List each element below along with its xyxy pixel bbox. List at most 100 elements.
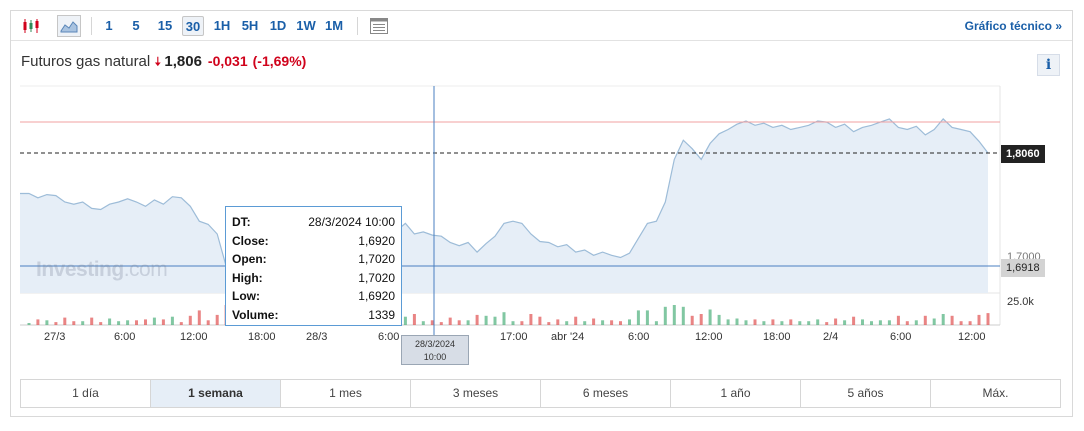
volume-bar [726,319,730,325]
crosshair-price-label: 1,6918 [1001,259,1045,277]
volume-bar [412,314,416,325]
volume-bar [81,321,85,325]
volume-bar [816,319,820,325]
volume-bar [968,321,972,325]
volume-bar [896,315,900,325]
x-tick: 18:00 [763,331,791,343]
watermark-main: Investing [36,258,124,281]
x-tick: 2/4 [823,331,839,343]
volume-bar [672,305,676,325]
volume-bars [27,305,990,325]
period-1-month[interactable]: 1 mes [280,380,410,407]
x-tick: abr '24 [551,331,585,343]
period-selector: 1 día 1 semana 1 mes 3 meses 6 meses 1 a… [20,379,1061,408]
volume-bar [807,321,811,325]
interval-30[interactable]: 30 [182,16,204,36]
crosshair-date: 28/3/2024 [414,339,456,349]
volume-bar [843,320,847,325]
volume-bar [520,321,524,325]
info-button[interactable]: i [1037,54,1060,76]
volume-bar [619,321,622,325]
volume-bar [601,320,605,325]
volume-bar [941,314,945,325]
investing-watermark: Investing.com [36,258,168,282]
price-change-percent: (-1,69%) [252,53,307,69]
interval-1h[interactable]: 1H [213,18,231,33]
volume-bar [950,315,954,325]
period-1-day[interactable]: 1 día [72,386,99,400]
volume-bar [45,320,49,325]
volume-bar [887,320,891,325]
technical-chart-link[interactable]: Gráfico técnico » [964,19,1062,33]
volume-bar [717,314,721,325]
volume-bar [547,322,551,325]
crosshair-date-label: 28/3/2024 10:00 [401,335,469,365]
interval-5[interactable]: 5 [132,18,140,33]
volume-bar [179,322,183,325]
interval-15[interactable]: 15 [157,18,173,33]
volume-bar [135,320,138,325]
volume-bar [753,319,757,325]
candlestick-icon[interactable] [21,15,41,37]
period-3-months[interactable]: 3 meses [410,380,540,407]
volume-bar [529,314,533,325]
crosshair-time: 10:00 [423,352,447,362]
toolbar-divider [91,17,92,35]
volume-bar [636,310,640,325]
table-view-icon[interactable] [368,15,390,37]
tooltip-row: Low: 1,6920 [232,287,395,306]
volume-bar [556,319,560,325]
volume-bar [27,323,31,325]
period-6-months[interactable]: 6 meses [540,380,670,407]
down-arrow-icon: 🠇 [154,54,162,69]
volume-bar [762,321,766,325]
tooltip-value: 1339 [368,307,395,322]
volume-bar [448,317,452,325]
x-tick: 6:00 [378,331,400,343]
volume-bar [735,318,739,325]
volume-bar [421,321,425,325]
period-1-year[interactable]: 1 año [670,380,800,407]
volume-bar [977,314,981,325]
volume-bar [798,321,802,325]
last-price: 1,806 [164,53,202,70]
interval-5h[interactable]: 5H [241,18,259,33]
volume-bar [771,319,775,325]
volume-bar [108,318,112,325]
volume-bar [502,312,506,325]
volume-bar [63,317,67,325]
interval-1w[interactable]: 1W [296,18,316,33]
interval-1d[interactable]: 1D [269,18,287,33]
x-tick: 12:00 [958,331,986,343]
volume-bar [90,317,94,325]
period-max[interactable]: Máx. [930,380,1060,407]
volume-bar [511,321,515,325]
tooltip-label: DT: [232,215,251,229]
price-change: -0,031 [207,53,248,69]
x-tick: 12:00 [180,331,208,343]
volume-bar [565,321,569,325]
volume-bar [834,318,838,325]
volume-bar [144,319,147,325]
volume-bar [861,319,864,325]
x-tick: 27/3 [44,331,66,343]
toolbar-divider [357,17,358,35]
volume-bar [574,316,578,325]
volume-bar [475,314,479,325]
period-5-years[interactable]: 5 años [800,380,930,407]
volume-axis-label: 25.0k [1007,296,1034,308]
volume-bar [780,321,784,325]
x-tick: 6:00 [114,331,136,343]
tooltip-value: 28/3/2024 10:00 [308,215,395,229]
x-tick: 6:00 [628,331,650,343]
volume-bar [99,322,103,325]
area-chart-icon[interactable] [57,15,81,37]
interval-1m[interactable]: 1M [324,18,344,33]
interval-1[interactable]: 1 [105,18,113,33]
tooltip-label: Volume: [232,307,279,322]
tooltip-value: 1,6920 [358,289,395,304]
period-1-week[interactable]: 1 semana [150,380,280,407]
tooltip-row: Open: 1,7020 [232,250,395,269]
volume-bar [628,319,631,325]
